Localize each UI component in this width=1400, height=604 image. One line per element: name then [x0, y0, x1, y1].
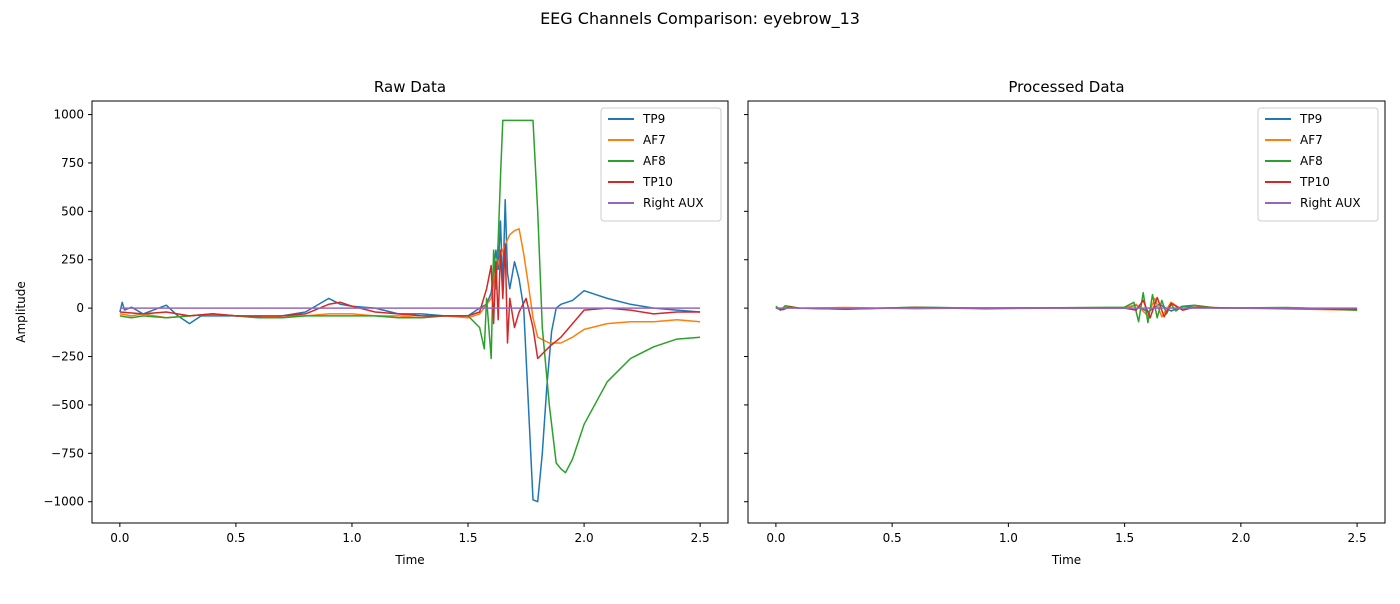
- y-tick-label: −1000: [43, 495, 84, 509]
- panel-title: Processed Data: [1008, 78, 1124, 96]
- x-tick-label: 1.5: [1115, 531, 1134, 545]
- y-tick-label: −250: [51, 350, 84, 364]
- x-tick-label: 1.5: [458, 531, 477, 545]
- legend-label-tp10: TP10: [1299, 175, 1330, 189]
- y-axis-label: Amplitude: [14, 281, 28, 343]
- x-tick-label: 2.5: [1348, 531, 1367, 545]
- x-axis-label: Time: [1051, 553, 1081, 567]
- series-line-tp10: [119, 243, 701, 360]
- legend: TP9 AF7 AF8 TP10 Right AUX: [600, 107, 722, 222]
- series-group: [119, 119, 701, 503]
- x-tick-label: 2.0: [1231, 531, 1250, 545]
- legend-label-right-aux: Right AUX: [1300, 196, 1361, 210]
- legend-label-right-aux: Right AUX: [643, 196, 704, 210]
- y-tick-label: 1000: [53, 108, 84, 122]
- legend-label-af7: AF7: [1300, 133, 1323, 147]
- x-tick-label: 1.0: [999, 531, 1018, 545]
- axes-frame: [91, 100, 729, 524]
- y-tick-label: −500: [51, 398, 84, 412]
- x-tick-label: 2.0: [575, 531, 594, 545]
- legend-box: [600, 107, 722, 222]
- series-line-af7: [119, 228, 701, 344]
- panel-title: Raw Data: [374, 78, 446, 96]
- x-tick-label: 0.5: [226, 531, 245, 545]
- x-tick-label: 0.0: [110, 531, 129, 545]
- y-tick-label: 500: [61, 204, 84, 218]
- legend-box: [1257, 107, 1379, 222]
- chart-panel-1: 0.0 0.5 1.0 1.5 2.0 2.5 1000 750 500 250 0 −250 −500…: [14, 78, 729, 567]
- chart-panel-2: 0.0 0.5 1.0 1.5 2.0 2.5 Processed Data Time TP9 A…: [744, 78, 1386, 567]
- legend: TP9 AF7 AF8 TP10 Right AUX: [1257, 107, 1379, 222]
- axes-frame: [747, 100, 1386, 524]
- x-axis-label: Time: [394, 553, 424, 567]
- series-group: [775, 291, 1358, 324]
- legend-label-tp9: TP9: [1299, 112, 1322, 126]
- legend-label-tp10: TP10: [642, 175, 673, 189]
- legend-label-af7: AF7: [643, 133, 666, 147]
- y-tick-label: −750: [51, 446, 84, 460]
- legend-label-af8: AF8: [1300, 154, 1323, 168]
- figure-title: EEG Channels Comparison: eyebrow_13: [540, 9, 860, 28]
- x-tick-label: 0.5: [883, 531, 902, 545]
- x-tick-label: 0.0: [766, 531, 785, 545]
- series-line-af8: [119, 119, 701, 474]
- y-tick-label: 250: [61, 253, 84, 267]
- y-tick-label: 750: [61, 156, 84, 170]
- y-tick-label: 0: [76, 301, 84, 315]
- series-line-tp9: [119, 198, 701, 503]
- x-tick-label: 1.0: [342, 531, 361, 545]
- x-tick-label: 2.5: [691, 531, 710, 545]
- legend-label-tp9: TP9: [642, 112, 665, 126]
- legend-label-af8: AF8: [643, 154, 666, 168]
